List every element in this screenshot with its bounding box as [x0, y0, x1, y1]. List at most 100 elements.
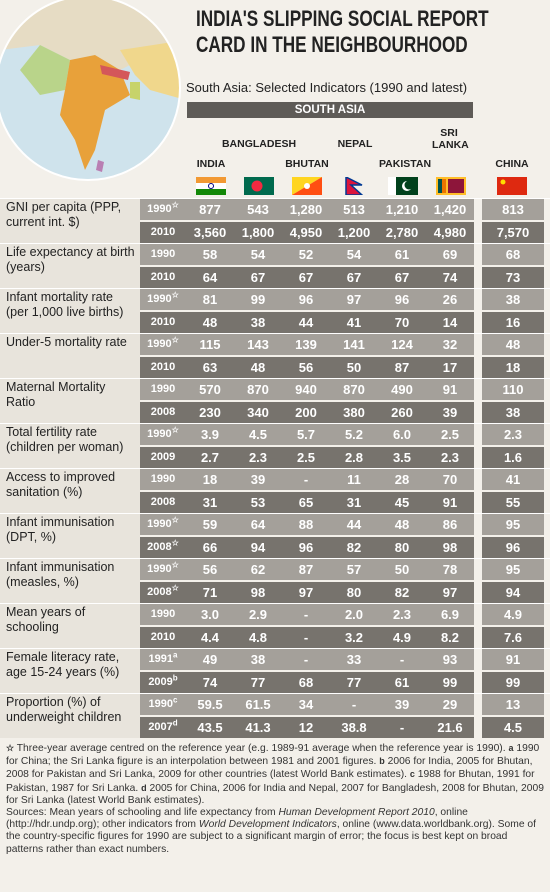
year-cell: 2008☆ [140, 537, 186, 558]
value-cell: 2.3 [426, 447, 474, 468]
value-cell: 91 [426, 379, 474, 400]
value-cell: 115 [186, 334, 234, 355]
flag [196, 177, 226, 195]
footnote: Three-year average centred on the refere… [16, 743, 506, 754]
row-group: GNI per capita (PPP, current int. $) 1990… [0, 198, 550, 243]
column-header: BANGLADESH [221, 138, 297, 150]
indicator-label: Mean years of schooling [0, 604, 140, 648]
value-cell: 143 [234, 334, 282, 355]
flag [244, 177, 274, 195]
value-cell: 21.6 [426, 717, 474, 738]
year: 1990 [147, 518, 172, 530]
note-mark: ☆ [171, 290, 179, 300]
flag [292, 177, 322, 195]
spacer [474, 379, 482, 400]
value-cell: 4.5 [482, 717, 544, 738]
note-mark: ☆ [171, 560, 179, 570]
source-text: Human Development Report 2010 [278, 807, 435, 819]
value-cell: 61 [378, 672, 426, 693]
row-group: Female literacy rate, age 15-24 years (%… [0, 648, 550, 693]
value-cell: 6.9 [426, 604, 474, 625]
year: 1990 [150, 608, 176, 620]
year-cell: 1991a [140, 649, 186, 670]
note-mark: b [172, 673, 178, 683]
value-cell: 1,420 [426, 199, 474, 220]
value-cell: 4.8 [234, 627, 282, 648]
value-cell: 4.4 [186, 627, 234, 648]
subtitle: South Asia: Selected Indicators (1990 an… [186, 80, 468, 95]
year: 2010 [150, 361, 176, 373]
year: 2008 [147, 586, 172, 598]
value-cell: 4,950 [282, 222, 330, 243]
value-cell: 29 [426, 694, 474, 715]
year: 2008 [150, 406, 176, 418]
value-cell: 86 [426, 514, 474, 535]
value-cell: 45 [378, 492, 426, 513]
value-cell: 55 [482, 492, 544, 513]
row-group: Under-5 mortality rate 1990☆ 115 143 139 141 1… [0, 333, 550, 378]
value-cell: 110 [482, 379, 544, 400]
value-cell: 2.8 [330, 447, 378, 468]
spacer [474, 267, 482, 288]
footnote-mark: b [379, 756, 385, 767]
year-cell: 2010 [140, 222, 186, 243]
spacer [474, 672, 482, 693]
value-cell: 59 [186, 514, 234, 535]
value-cell: 38 [482, 402, 544, 423]
row-group: Infant immunisation (measles, %) 1990☆ 56 6… [0, 558, 550, 603]
value-cell: 98 [234, 582, 282, 603]
value-cell: 97 [282, 582, 330, 603]
value-cell: 77 [330, 672, 378, 693]
value-cell: 80 [330, 582, 378, 603]
indicator-label: Proportion (%) of underweight children [0, 694, 140, 738]
year-cell: 1990☆ [140, 199, 186, 220]
value-cell: 95 [482, 514, 544, 535]
value-cell: 43.5 [186, 717, 234, 738]
indicator-label: Female literacy rate, age 15-24 years (%… [0, 649, 140, 693]
spacer [474, 469, 482, 490]
spacer [474, 514, 482, 535]
source-text: World Development Indicators [198, 819, 337, 831]
value-cell: 48 [186, 312, 234, 333]
row-group: Infant mortality rate (per 1,000 live bi… [0, 288, 550, 333]
value-cell: 141 [330, 334, 378, 355]
value-cell: 2.0 [330, 604, 378, 625]
value-cell: 1,200 [330, 222, 378, 243]
value-cell: 99 [426, 672, 474, 693]
year: 2010 [150, 631, 176, 643]
value-cell: 26 [426, 289, 474, 310]
value-cell: 67 [378, 267, 426, 288]
value-cell: 94 [482, 582, 544, 603]
value-cell: 2.5 [282, 447, 330, 468]
value-cell: 5.7 [282, 424, 330, 445]
row-group: Mean years of schooling 1990 3.0 2.9-2.0 2.3… [0, 603, 550, 648]
value-cell: 99 [234, 289, 282, 310]
value-cell: - [282, 649, 330, 670]
footnotes: ☆ Three-year average centred on the refe… [6, 742, 546, 856]
value-cell: 80 [378, 537, 426, 558]
value-cell: 96 [482, 537, 544, 558]
value-cell: 99 [482, 672, 544, 693]
value-cell: 70 [378, 312, 426, 333]
value-cell: 1,280 [282, 199, 330, 220]
value-cell: 49 [186, 649, 234, 670]
value-cell: 82 [330, 537, 378, 558]
value-cell: 44 [282, 312, 330, 333]
value-cell: 6.0 [378, 424, 426, 445]
title-line: CARD IN THE NEIGHBOURHOOD [196, 32, 468, 57]
value-cell: 71 [186, 582, 234, 603]
spacer [474, 649, 482, 670]
value-cell: 67 [234, 267, 282, 288]
value-cell: 33 [330, 649, 378, 670]
column-header: SRI LANKA [432, 127, 469, 151]
value-cell: 39 [234, 469, 282, 490]
value-cell: 490 [378, 379, 426, 400]
value-cell: 56 [282, 357, 330, 378]
value-cell: 513 [330, 199, 378, 220]
year-cell: 2010 [140, 627, 186, 648]
value-cell: 50 [378, 559, 426, 580]
value-cell: 48 [234, 357, 282, 378]
spacer [474, 559, 482, 580]
year: 1990 [147, 428, 172, 440]
year-cell: 2008☆ [140, 582, 186, 603]
